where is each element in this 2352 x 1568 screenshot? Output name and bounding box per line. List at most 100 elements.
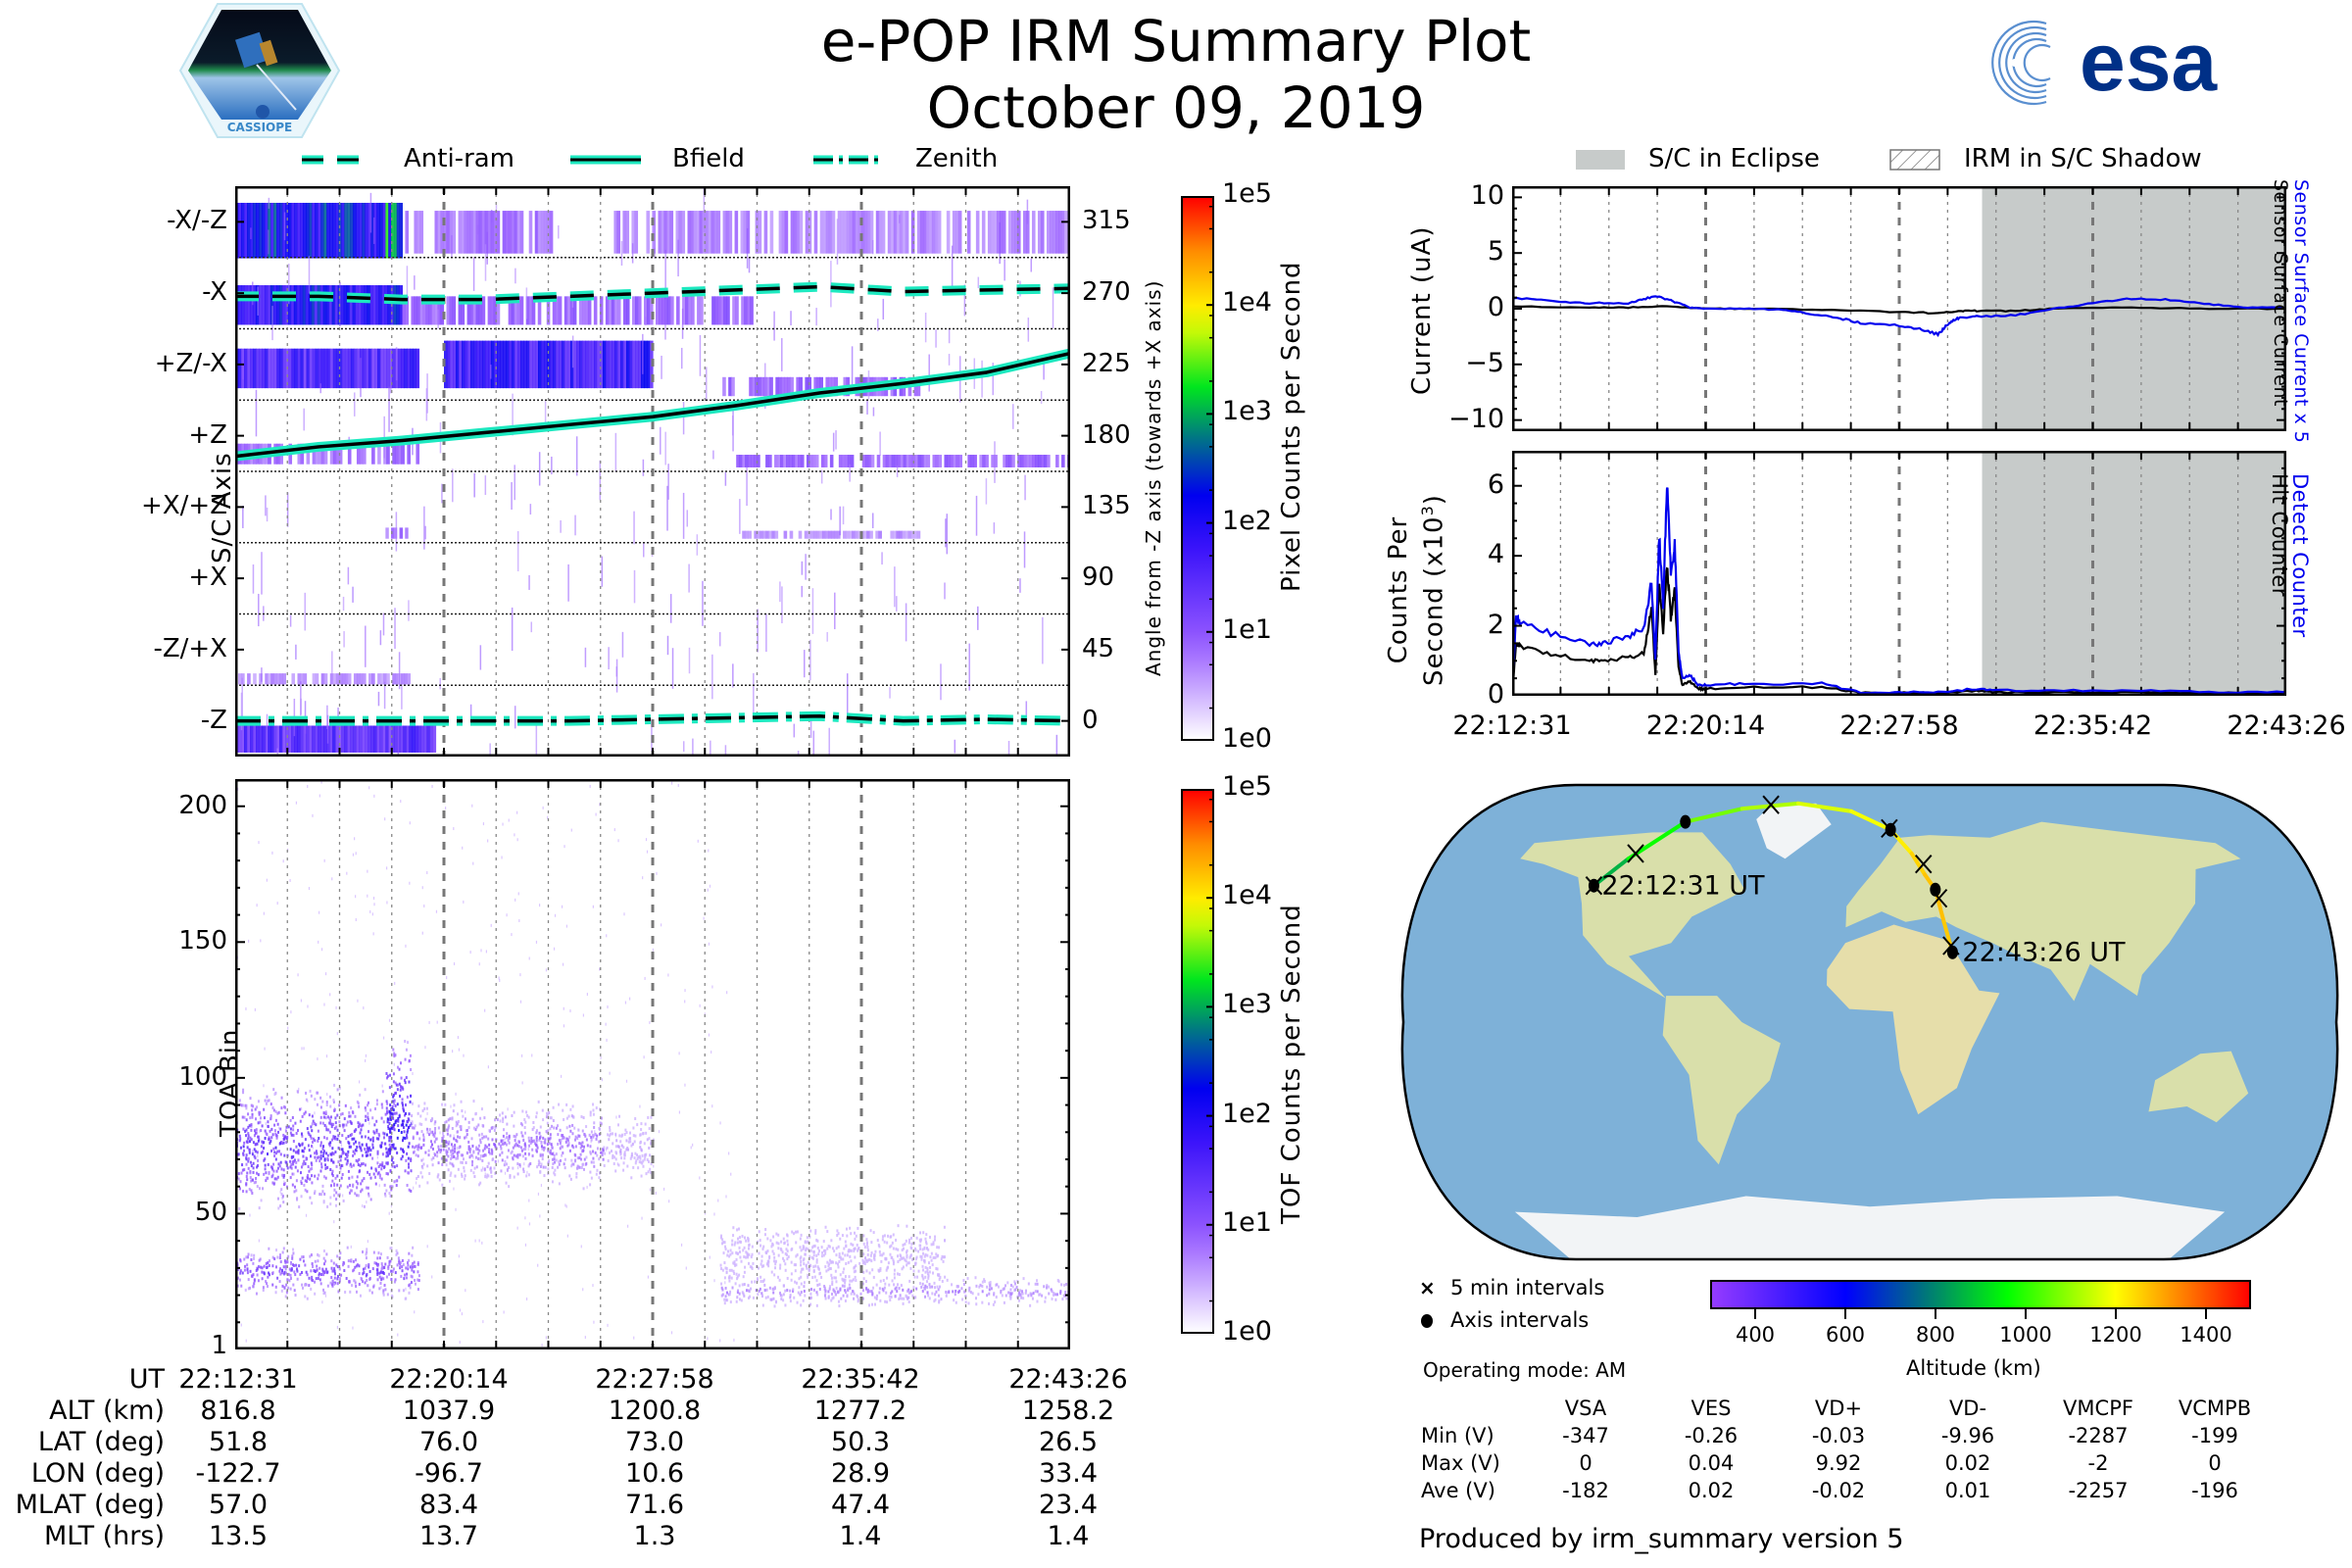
tof-pixel [324, 1111, 327, 1115]
tof-pixel [506, 1132, 509, 1136]
tof-pixel [416, 1154, 419, 1158]
tof-pixel [813, 1244, 816, 1248]
tof-pixel [736, 1251, 739, 1255]
spectrogram-speck [473, 472, 475, 498]
tof-pixel [506, 1136, 509, 1140]
tof-pixel [836, 1229, 839, 1233]
tof-pixel [246, 1171, 249, 1175]
tof-speck [697, 839, 699, 843]
spectrogram-speck [895, 215, 898, 234]
tof-pixel [854, 1247, 857, 1250]
tof-pixel [347, 1150, 350, 1153]
spectrogram-cell [250, 202, 254, 259]
tof-pixel [932, 1241, 935, 1245]
spectrogram-speck [731, 415, 734, 436]
tof-pixel [321, 1184, 324, 1188]
tof-pixel [539, 1164, 542, 1168]
tof-pixel [592, 1150, 595, 1153]
tof-speck [535, 1148, 537, 1152]
spectrogram-cell [270, 285, 274, 325]
spectrogram-cell [811, 455, 816, 467]
tof-speck [707, 1337, 709, 1341]
tof-pixel [772, 1297, 775, 1300]
tof-pixel [721, 1238, 724, 1242]
tof-pixel [382, 1136, 385, 1140]
spectrogram-cell [809, 530, 814, 539]
tof-pixel [962, 1290, 965, 1294]
tof-pixel [632, 1126, 635, 1130]
tof-pixel [390, 1111, 393, 1115]
spectrogram-cell [371, 673, 375, 685]
spectrogram-cell [318, 348, 322, 389]
tof-pixel [315, 1123, 318, 1127]
tof-pixel [487, 1161, 490, 1165]
tof-pixel [639, 1133, 642, 1137]
spectrogram-cell [755, 211, 760, 254]
tof-pixel [365, 1153, 368, 1157]
spectrogram-cell [458, 296, 463, 325]
tof-pixel [873, 1253, 876, 1257]
tof-pixel [919, 1247, 922, 1250]
tof-pixel [593, 1133, 596, 1137]
tof-pixel [380, 1267, 383, 1271]
tof-pixel [872, 1275, 875, 1279]
tof-pixel [390, 1117, 393, 1121]
tof-pixel [392, 1160, 395, 1164]
trace-anti-ram [235, 281, 1070, 305]
tof-pixel [266, 1152, 269, 1156]
spectrogram-cell [985, 455, 989, 467]
tof-pixel [255, 1177, 258, 1181]
spectrogram-cell [953, 455, 957, 467]
spectrogram-cell [508, 296, 513, 325]
spectrogram-cell [481, 296, 486, 325]
tof-pixel [316, 1102, 318, 1106]
tof-pixel [850, 1232, 853, 1236]
tof-pixel [896, 1272, 899, 1276]
tof-speck [726, 991, 728, 995]
tof-pixel [431, 1130, 434, 1134]
tof-pixel [649, 1167, 652, 1171]
tof-pixel [745, 1289, 748, 1293]
spectrogram-cell [270, 673, 274, 685]
tof-pixel [411, 1114, 414, 1118]
spectrogram-cell [493, 296, 498, 325]
tof-pixel [290, 1163, 293, 1167]
tof-pixel [784, 1303, 787, 1307]
tof-pixel [815, 1279, 818, 1283]
spectrogram-cell [238, 725, 242, 753]
tof-speck [366, 1200, 368, 1204]
spectrogram-band [405, 211, 554, 254]
tof-pixel [250, 1124, 253, 1128]
tof-pixel [1059, 1290, 1062, 1294]
spectrogram-cell [825, 376, 830, 397]
tof-pixel [870, 1241, 873, 1245]
tof-pixel [333, 1083, 336, 1087]
spectrogram-cell [323, 725, 327, 753]
tof-pixel [888, 1295, 891, 1298]
tof-pixel [981, 1300, 984, 1304]
spectrogram-cell [352, 285, 357, 325]
tof-pixel [322, 1150, 325, 1153]
tof-pixel [397, 1124, 400, 1128]
tof-pixel [352, 1111, 355, 1115]
tof-pixel [863, 1260, 866, 1264]
spectrogram-cell [347, 202, 351, 259]
tof-pixel [780, 1240, 783, 1244]
spectrogram-cell [923, 455, 928, 467]
tof-pixel [479, 1181, 482, 1185]
tof-pixel [459, 1145, 462, 1149]
tof-pixel [391, 1164, 394, 1168]
spectrogram-cell [777, 455, 781, 467]
tof-pixel [353, 1268, 356, 1272]
spectrogram-cell [462, 340, 466, 389]
tof-pixel [919, 1254, 922, 1258]
tof-pixel [304, 1162, 307, 1166]
colorbar-tick-label: 1e3 [1222, 989, 1272, 1020]
spectrogram-speck [1004, 259, 1005, 281]
tof-pixel [806, 1236, 808, 1240]
tof-pixel [907, 1291, 910, 1295]
spectrogram-speck [408, 600, 410, 621]
spectrogram-speck [255, 389, 258, 437]
spectrogram-cell [613, 211, 618, 254]
spectrogram-speck [871, 513, 874, 528]
